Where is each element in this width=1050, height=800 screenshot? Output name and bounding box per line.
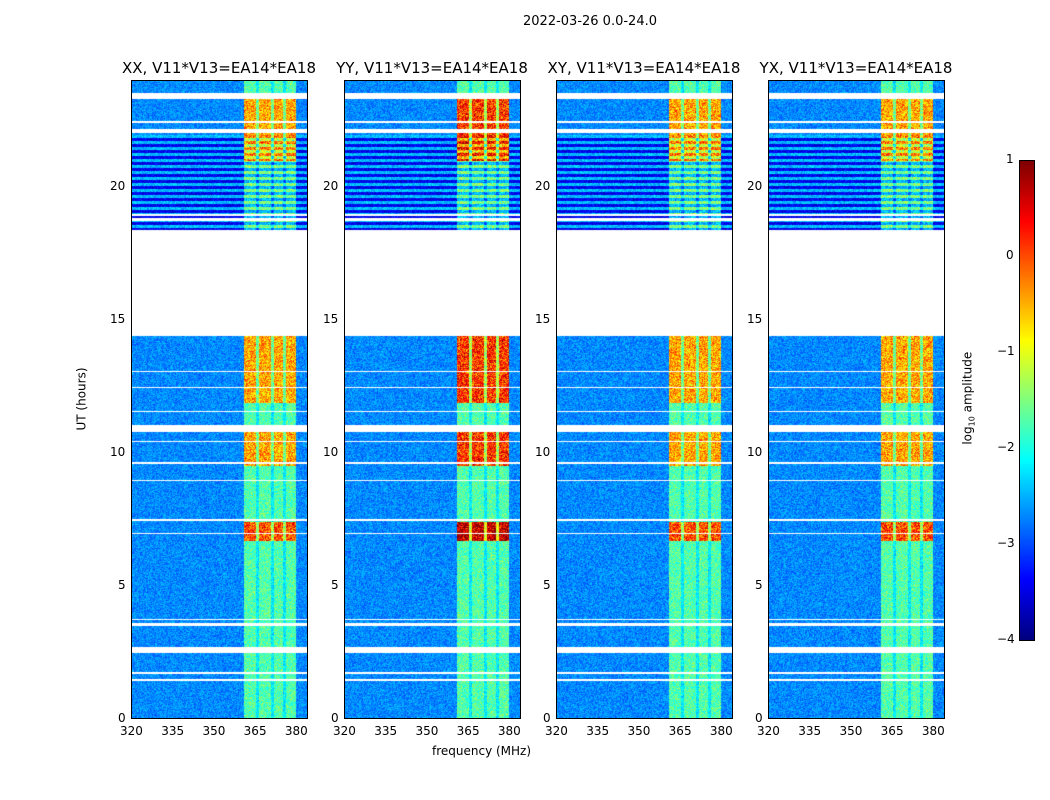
waterfall-panel [131,80,308,719]
x-tick-label: 335 [798,724,822,738]
colorbar-tick-label: 0 [1006,248,1014,262]
x-axis-label: frequency (MHz) [432,744,532,758]
waterfall-image [769,81,944,718]
y-tick-label: 5 [755,577,763,592]
y-tick-label: 0 [755,711,763,725]
x-tick-label: 320 [545,724,568,738]
y-tick-label: 15 [747,311,763,326]
waterfall-image [132,81,307,718]
y-tick-label: 10 [747,444,763,459]
y-tick-label: 5 [543,577,551,592]
colorbar-tick-label: −1 [997,344,1015,358]
colorbar-tick-label: 1 [1006,152,1014,166]
y-tick-label: 10 [110,444,126,459]
x-tick-label: 365 [243,724,267,738]
x-tick-label: 335 [161,724,185,738]
waterfall-panel [768,80,945,719]
x-tick-label: 320 [333,724,356,738]
colorbar-label: log10 amplitude [960,351,977,445]
y-tick-label: 0 [331,711,339,725]
x-tick-label: 320 [757,724,780,738]
x-tick-label: 350 [839,724,863,738]
waterfall-image [557,81,732,718]
x-tick-label: 380 [921,724,945,738]
x-tick-label: 350 [202,724,226,738]
y-tick-label: 10 [323,444,339,459]
x-tick-label: 365 [880,724,904,738]
x-tick-label: 335 [374,724,398,738]
colorbar-tick-label: −3 [997,536,1015,550]
panel-title: XX, V11*V13=EA14*EA18 [121,59,316,77]
y-tick-label: 15 [323,311,339,326]
waterfall-panel [556,80,733,719]
y-axis-label: UT (hours) [74,367,89,431]
y-tick-label: 5 [118,577,126,592]
x-tick-label: 380 [284,724,308,738]
x-tick-label: 350 [627,724,651,738]
panel-title: XY, V11*V13=EA14*EA18 [547,59,741,77]
waterfall-panel [344,80,521,719]
y-tick-label: 20 [535,178,551,193]
x-tick-label: 350 [415,724,439,738]
colorbar-tick-label: −2 [997,440,1015,454]
x-tick-label: 320 [120,724,143,738]
y-tick-label: 20 [323,178,339,193]
colorbar-tick-label: −4 [997,632,1015,646]
y-tick-label: 5 [331,577,339,592]
colorbar [1019,160,1035,641]
y-tick-label: 20 [747,178,763,193]
figure-title: 2022-03-26 0.0-24.0 [523,14,657,29]
y-tick-label: 15 [110,311,126,326]
y-tick-label: 0 [543,711,551,725]
x-tick-label: 365 [456,724,480,738]
y-tick-label: 10 [535,444,551,459]
panel-title: YX, V11*V13=EA14*EA18 [759,59,953,77]
y-tick-label: 0 [118,711,126,725]
x-tick-label: 380 [709,724,733,738]
waterfall-image [345,81,520,718]
x-tick-label: 380 [497,724,521,738]
x-tick-label: 365 [668,724,692,738]
y-tick-label: 15 [535,311,551,326]
x-tick-label: 335 [586,724,610,738]
y-tick-label: 20 [110,178,126,193]
panel-title: YY, V11*V13=EA14*EA18 [336,59,528,77]
